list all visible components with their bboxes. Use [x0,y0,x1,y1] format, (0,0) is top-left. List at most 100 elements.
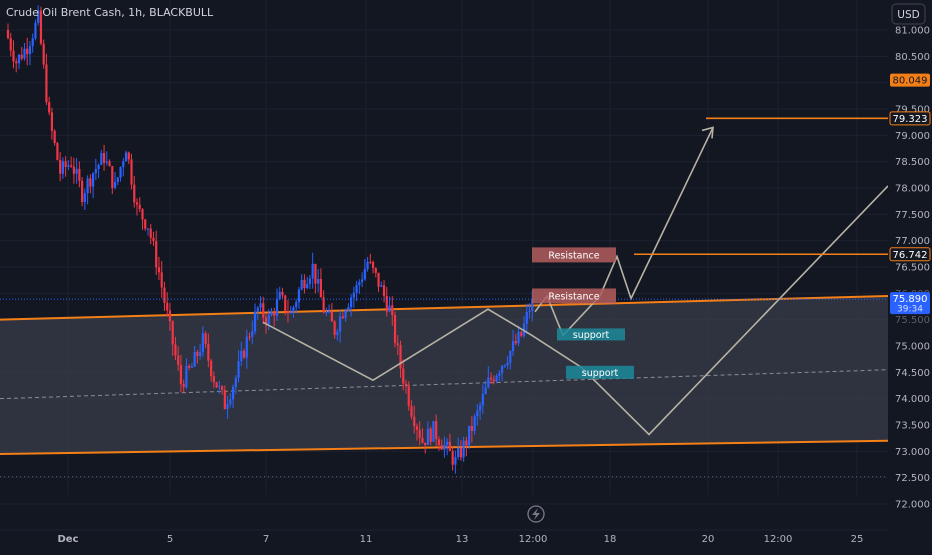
candle [9,32,12,57]
candle-body [443,444,446,450]
candle-body [339,316,342,332]
candle-body [297,289,301,303]
horizontal-lines [0,117,888,478]
candle [146,228,150,236]
candle [215,381,218,389]
candle-body [264,317,268,324]
candle-body [396,343,399,346]
candle [262,296,265,325]
candle [212,371,215,389]
candle [53,129,56,146]
price-tick-label: 74.000 [895,394,930,405]
candle-body [196,352,199,356]
candle-body [242,350,246,358]
lightning-icon[interactable] [527,505,545,523]
candle [388,296,391,313]
candle-body [240,350,243,362]
candle [240,341,243,367]
candle-body [149,228,152,238]
candle [355,280,358,302]
candle [418,421,421,446]
candle [470,416,473,443]
support-label: support [557,328,625,341]
candle [333,320,336,339]
candle [193,346,196,367]
price-badge-countdown: 39:34 [897,305,923,315]
candle [319,268,323,298]
candle-body [155,241,158,268]
candle-body [207,343,210,361]
candle [89,174,92,194]
candle-body [259,303,262,308]
candle [166,292,169,317]
candle [308,275,312,290]
candles [6,5,534,474]
candle [498,370,501,382]
candle [385,286,388,317]
candle-body [473,416,476,432]
candle [339,310,342,343]
time-axis[interactable]: Dec 5 7 11 13 12:00 18 20 12:00 25 [0,529,888,545]
candle [163,281,166,311]
candle-body [119,167,122,178]
candle [94,158,97,181]
candle [289,306,292,314]
candle [168,303,172,331]
candle-body [204,333,207,344]
price-badge: 79.323 [889,111,931,126]
candle [273,307,276,327]
candle [81,177,84,207]
candle [226,395,229,419]
candle-body [382,285,386,297]
candle [135,198,139,216]
candle-body [42,43,45,65]
candle-body [20,54,23,59]
candle-body [37,10,40,23]
candle-body [328,311,331,313]
candle-body [360,279,364,283]
candle-body [64,161,67,168]
candle-body [6,30,10,39]
candle [160,261,163,298]
resistance-box [532,247,616,263]
candle [275,288,279,321]
candle [525,303,528,334]
candle [75,158,78,184]
candle [292,305,295,318]
candle-body [135,202,139,205]
candle-body [300,279,303,290]
candle [399,340,402,378]
currency-button[interactable]: USD [891,3,926,25]
price-tick-label: 77.500 [895,210,930,221]
symbol-title[interactable]: Crude Oil Brent Cash, 1h, BLACKBULL [6,6,214,19]
candle-body [94,169,97,174]
candle-body [168,310,172,322]
candle [489,372,493,384]
candle [363,259,366,281]
candle [122,157,125,177]
candle-body [317,278,320,284]
candle-body [59,159,62,174]
candle [201,326,204,357]
candle [426,421,430,446]
candle [413,405,416,434]
candle [468,425,471,450]
candle-body [105,161,108,163]
candle-body [520,331,523,336]
candle [6,23,10,40]
candle-body [31,38,34,47]
candle [149,224,152,245]
candle-body [75,168,78,174]
candle-body [388,305,391,312]
candle [459,440,462,461]
price-axis[interactable]: 81.000 80.500 79.500 79.000 78.500 78.000 77.5… [888,0,932,550]
candle [31,33,34,53]
candle-body [130,159,133,185]
candle [391,296,394,326]
candle [366,256,369,272]
candle-body [451,450,454,465]
candle-body [15,61,18,64]
price-tick-label: 75.000 [895,342,930,353]
